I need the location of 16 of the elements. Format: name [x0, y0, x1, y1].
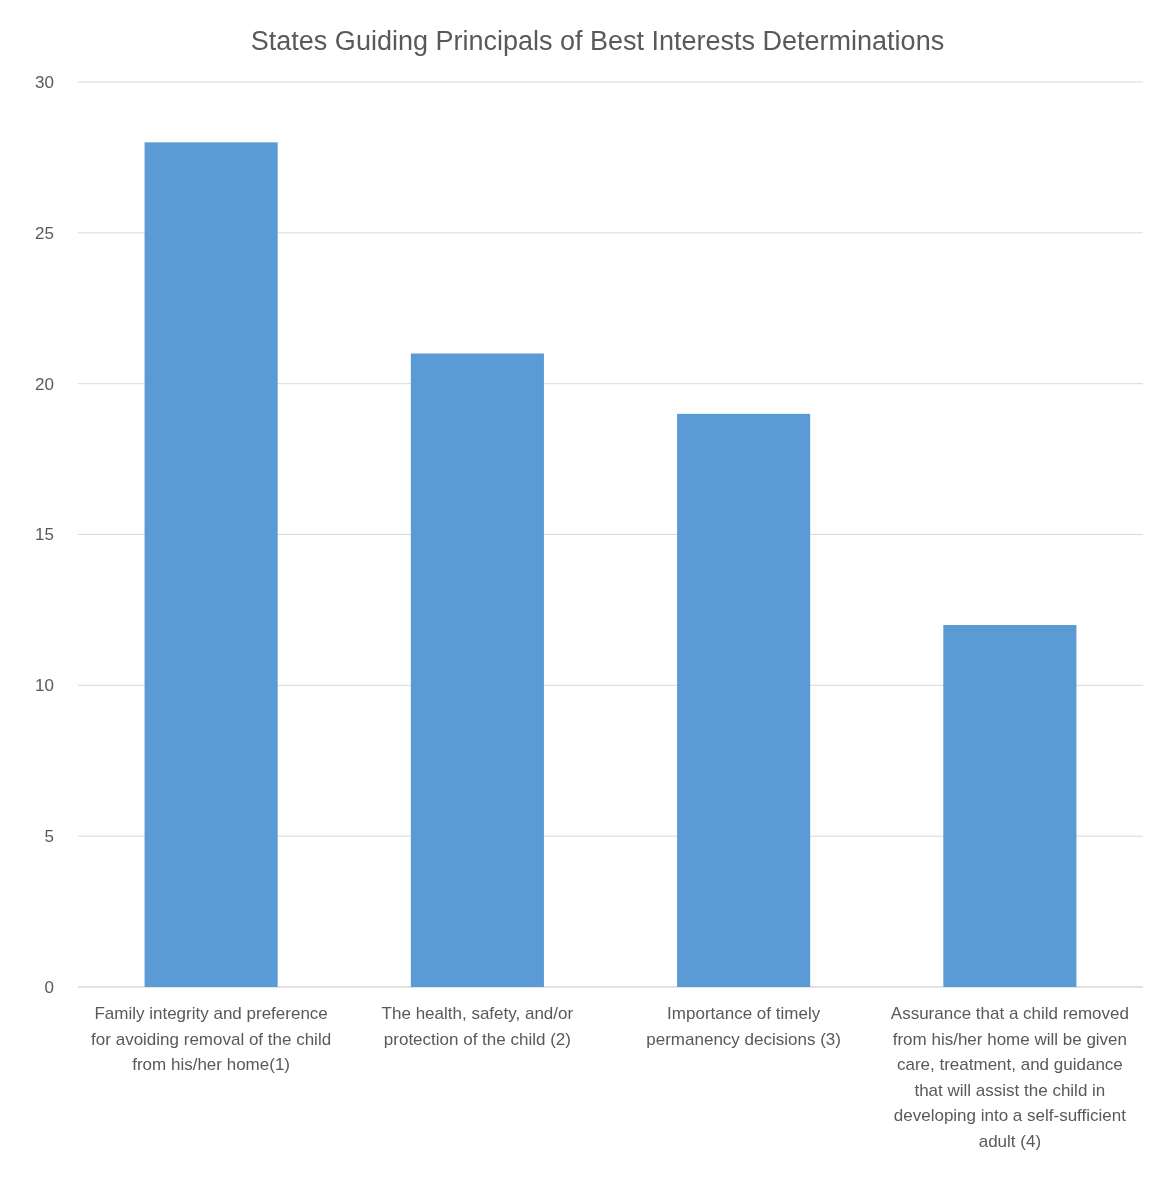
y-tick-label: 5	[44, 827, 54, 847]
chart-title: States Guiding Principals of Best Interests Determinations	[250, 26, 945, 56]
x-tick-label: Family integrity and preference for avoiding removal of the child from his/her home(1)	[91, 1004, 332, 1074]
bar	[144, 142, 278, 987]
bar	[943, 625, 1077, 987]
bar	[677, 413, 811, 987]
x-tick-label: Importance of timely permanency decisions (3)	[646, 1004, 841, 1049]
y-tick-label: 0	[44, 977, 54, 997]
y-tick-label: 30	[35, 72, 54, 92]
y-tick-label: 20	[35, 374, 54, 394]
y-tick-label: 10	[35, 676, 54, 696]
x-tick-label: The health, safety, and/or protection of the child (2)	[381, 1004, 574, 1049]
y-tick-label: 25	[35, 223, 54, 243]
bar	[410, 353, 544, 987]
x-tick-label: Assurance that a child removed from his/her home will be given care, treatment, and guidance that will assist the child in developing into a self-sufficient adult (4)	[890, 1004, 1129, 1151]
y-tick-label: 15	[35, 525, 54, 545]
